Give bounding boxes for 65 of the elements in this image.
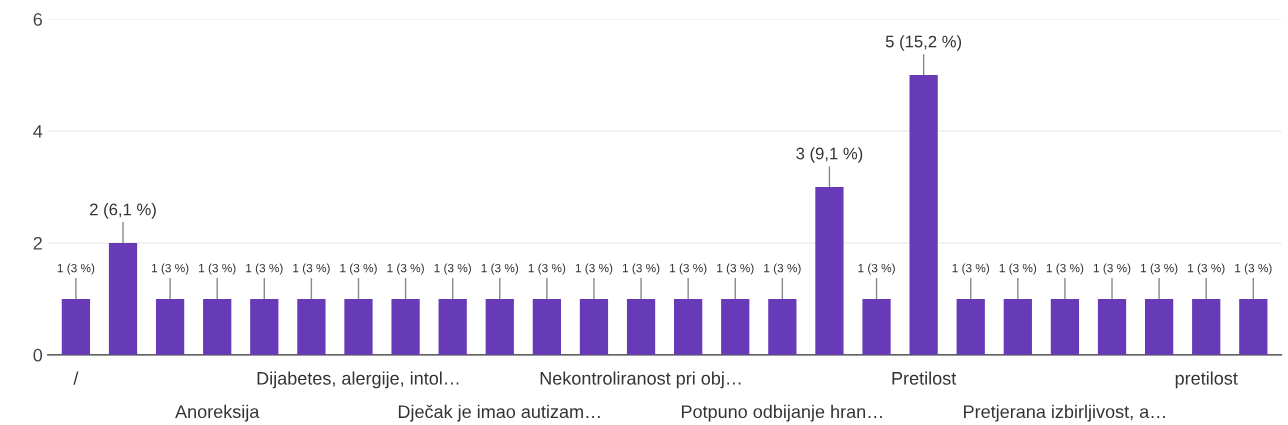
- data-label: 5 (15,2 %): [885, 35, 962, 51]
- bar: [768, 298, 797, 355]
- data-label: 1 (3 %): [1140, 263, 1178, 275]
- bar: [485, 298, 514, 355]
- data-label: 1 (3 %): [717, 263, 754, 275]
- bar: [1097, 298, 1127, 355]
- bar: [956, 298, 985, 355]
- data-label: 1 (3 %): [387, 263, 424, 275]
- bar: [250, 298, 279, 355]
- data-label: 3 (9,1 %): [796, 147, 863, 163]
- data-label: 1 (3 %): [858, 263, 895, 275]
- x-tick-label: Anoreksija: [175, 404, 260, 422]
- x-tick-label: Nekontroliranost pri obj…: [540, 371, 741, 389]
- data-label: 1 (3 %): [622, 263, 660, 275]
- data-label: 1 (3 %): [1093, 263, 1131, 275]
- data-label: 1 (3 %): [57, 263, 95, 275]
- x-tick-label: Potpuno odbijanje hran…: [681, 404, 882, 422]
- bar: [674, 298, 703, 355]
- x-tick-label: Dječak je imao autizam…: [398, 404, 600, 422]
- x-tick-label: /: [73, 371, 79, 385]
- y-tick-label: 2: [33, 236, 42, 250]
- data-label: 1 (3 %): [1235, 263, 1272, 275]
- bar: [1050, 298, 1080, 355]
- bar: [862, 298, 891, 355]
- bar: [108, 242, 138, 355]
- data-label: 1 (3 %): [340, 263, 377, 275]
- bar: [626, 298, 656, 355]
- data-label: 1 (3 %): [246, 263, 283, 275]
- bar: [391, 298, 420, 355]
- bar: [909, 75, 938, 355]
- bar: [532, 298, 561, 355]
- bar: [1239, 298, 1268, 355]
- x-tick-label: Dijabetes, alergije, intol…: [257, 371, 459, 389]
- data-label: 1 (3 %): [575, 263, 613, 275]
- bar: [579, 298, 609, 355]
- data-label: 1 (3 %): [670, 263, 707, 275]
- data-label: 1 (3 %): [293, 263, 330, 275]
- bar: [1144, 298, 1174, 355]
- data-label: 1 (3 %): [481, 263, 519, 275]
- bar: [438, 298, 467, 355]
- data-label: 1 (3 %): [151, 263, 189, 275]
- y-tick-label: 4: [33, 125, 43, 138]
- x-tick-label: pretilost: [1175, 371, 1238, 389]
- y-tick-label: 0: [33, 348, 43, 362]
- data-label: 1 (3 %): [1046, 263, 1084, 275]
- x-tick-label: Pretilost: [892, 371, 957, 385]
- bar: [721, 298, 750, 355]
- data-label: 1 (3 %): [1188, 263, 1225, 275]
- data-label: 1 (3 %): [952, 263, 990, 275]
- data-label: 1 (3 %): [434, 263, 471, 275]
- data-label: 1 (3 %): [999, 263, 1037, 275]
- data-label: 1 (3 %): [199, 263, 236, 275]
- bar: [61, 298, 91, 355]
- bar: [203, 298, 232, 355]
- bar: [155, 298, 185, 355]
- y-tick-label: 6: [33, 13, 42, 26]
- bar: [1192, 298, 1221, 355]
- bar: [815, 187, 844, 355]
- bar: [297, 298, 326, 355]
- data-label: 1 (3 %): [764, 263, 801, 275]
- bar: [344, 298, 373, 355]
- data-label: 2 (6,1 %): [90, 203, 156, 219]
- x-tick-label: Pretjerana izbirljivost, a…: [964, 404, 1165, 422]
- bar: [1003, 298, 1032, 355]
- data-label: 1 (3 %): [528, 263, 566, 275]
